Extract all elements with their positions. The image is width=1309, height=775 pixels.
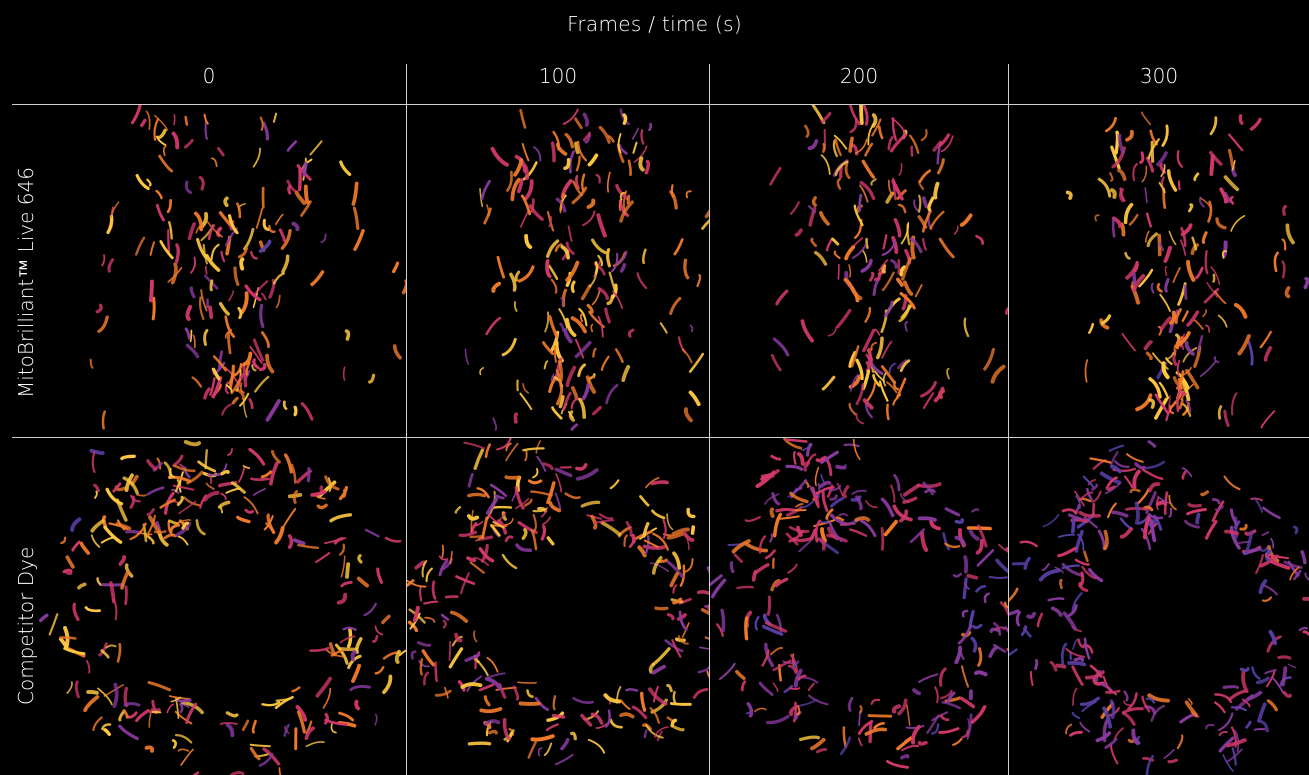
column-label-300: 300 — [1139, 64, 1179, 88]
column-divider-2 — [709, 64, 710, 775]
column-label-100: 100 — [538, 64, 578, 88]
column-label-0: 0 — [202, 64, 216, 88]
micrograph-tree-200 — [769, 105, 1008, 425]
header-divider — [12, 104, 1309, 105]
micrograph-tree-100 — [464, 108, 709, 431]
micrograph-ring-300 — [1009, 440, 1309, 775]
micrograph-ring-0 — [39, 439, 406, 775]
row-divider — [12, 437, 1309, 438]
micrograph-ring-200 — [710, 438, 1008, 769]
column-label-200: 200 — [839, 64, 879, 88]
micrograph-tree-0 — [89, 105, 406, 430]
column-divider-3 — [1008, 64, 1009, 775]
micrograph-tree-300 — [1065, 111, 1309, 429]
column-divider-1 — [406, 64, 407, 775]
axis-title: Frames / time (s) — [567, 12, 742, 36]
micrograph-ring-100 — [407, 438, 709, 766]
